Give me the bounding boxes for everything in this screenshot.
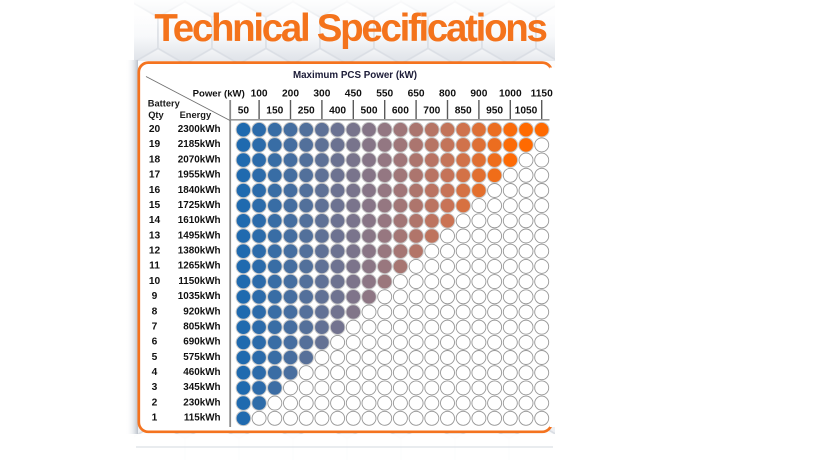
svg-text:8: 8 [152, 306, 158, 317]
svg-text:11: 11 [149, 261, 160, 272]
svg-text:7: 7 [152, 322, 158, 333]
svg-text:300: 300 [313, 89, 330, 100]
svg-text:3: 3 [152, 382, 158, 393]
svg-text:460kWh: 460kWh [183, 367, 220, 378]
svg-text:700: 700 [423, 106, 440, 117]
svg-text:10: 10 [149, 276, 161, 287]
svg-text:850: 850 [455, 106, 472, 117]
svg-text:15: 15 [149, 200, 161, 211]
svg-text:400: 400 [329, 106, 346, 117]
svg-text:14: 14 [149, 215, 161, 226]
svg-text:17: 17 [149, 170, 161, 181]
svg-text:805kWh: 805kWh [183, 322, 220, 333]
svg-text:100: 100 [251, 89, 268, 100]
svg-text:200: 200 [282, 89, 299, 100]
svg-text:1050: 1050 [515, 106, 538, 117]
svg-text:Technical Specifications: Technical Specifications [154, 7, 546, 50]
svg-text:16: 16 [149, 185, 161, 196]
svg-text:1955kWh: 1955kWh [178, 170, 221, 181]
svg-text:Power (kW): Power (kW) [193, 89, 245, 100]
svg-text:1380kWh: 1380kWh [178, 246, 221, 257]
svg-text:1725kWh: 1725kWh [178, 200, 221, 211]
svg-text:1150kWh: 1150kWh [178, 276, 220, 287]
svg-text:600: 600 [392, 106, 409, 117]
svg-text:20: 20 [149, 124, 161, 135]
svg-text:1840kWh: 1840kWh [178, 185, 221, 196]
svg-text:4: 4 [152, 367, 158, 378]
svg-text:19: 19 [149, 139, 161, 150]
svg-text:Battery: Battery [148, 98, 181, 108]
svg-text:2070kWh: 2070kWh [178, 154, 221, 165]
svg-text:12: 12 [149, 246, 161, 257]
svg-text:550: 550 [376, 89, 393, 100]
svg-text:450: 450 [345, 89, 362, 100]
svg-text:920kWh: 920kWh [183, 306, 220, 317]
svg-text:2300kWh: 2300kWh [178, 124, 221, 135]
svg-text:800: 800 [439, 89, 456, 100]
svg-text:250: 250 [298, 106, 315, 117]
svg-text:115kWh: 115kWh [184, 413, 221, 424]
svg-text:13: 13 [149, 230, 161, 241]
svg-text:50: 50 [238, 106, 250, 117]
svg-text:650: 650 [408, 89, 425, 100]
svg-text:575kWh: 575kWh [183, 352, 220, 363]
svg-text:1: 1 [152, 413, 158, 424]
svg-text:1265kWh: 1265kWh [178, 261, 221, 272]
svg-text:Maximum PCS Power (kW): Maximum PCS Power (kW) [293, 70, 417, 81]
svg-text:1610kWh: 1610kWh [178, 215, 221, 226]
svg-text:Energy: Energy [180, 110, 212, 120]
svg-text:1150: 1150 [531, 89, 553, 100]
svg-text:9: 9 [152, 291, 158, 302]
svg-text:1000: 1000 [499, 89, 522, 100]
svg-text:690kWh: 690kWh [183, 337, 220, 348]
svg-text:950: 950 [486, 106, 503, 117]
svg-text:345kWh: 345kWh [183, 382, 220, 393]
svg-text:Qty: Qty [148, 110, 164, 120]
svg-text:2: 2 [152, 397, 158, 408]
svg-text:5: 5 [152, 352, 158, 363]
svg-text:18: 18 [149, 154, 161, 165]
svg-text:150: 150 [266, 106, 283, 117]
svg-text:6: 6 [152, 337, 158, 348]
svg-text:900: 900 [470, 89, 487, 100]
svg-text:2185kWh: 2185kWh [178, 139, 221, 150]
svg-text:1495kWh: 1495kWh [178, 230, 221, 241]
svg-text:230kWh: 230kWh [183, 397, 220, 408]
svg-text:1035kWh: 1035kWh [178, 291, 221, 302]
svg-text:500: 500 [361, 106, 378, 117]
